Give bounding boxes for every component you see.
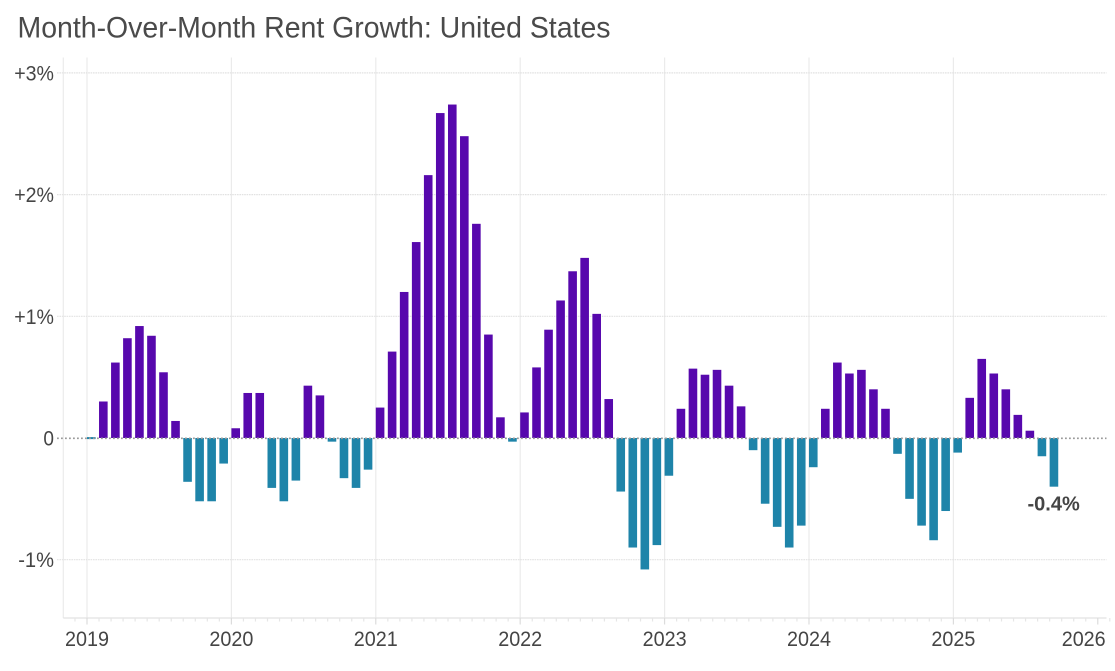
svg-text:+2%: +2% bbox=[14, 184, 54, 207]
svg-text:2022: 2022 bbox=[498, 628, 542, 651]
svg-text:2026: 2026 bbox=[1062, 628, 1106, 651]
svg-text:0: 0 bbox=[43, 428, 54, 451]
svg-text:Month-Over-Month Rent Growth:: Month-Over-Month Rent Growth: United Sta… bbox=[18, 12, 611, 45]
svg-text:2025: 2025 bbox=[931, 628, 975, 651]
svg-text:2020: 2020 bbox=[209, 628, 253, 651]
svg-text:+3%: +3% bbox=[14, 62, 54, 85]
svg-text:2021: 2021 bbox=[354, 628, 398, 651]
svg-text:+1%: +1% bbox=[14, 306, 54, 329]
svg-text:2023: 2023 bbox=[643, 628, 687, 651]
svg-text:-1%: -1% bbox=[18, 549, 54, 572]
svg-text:2019: 2019 bbox=[65, 628, 109, 651]
svg-text:2024: 2024 bbox=[787, 628, 831, 651]
svg-text:-0.4%: -0.4% bbox=[1028, 494, 1080, 516]
